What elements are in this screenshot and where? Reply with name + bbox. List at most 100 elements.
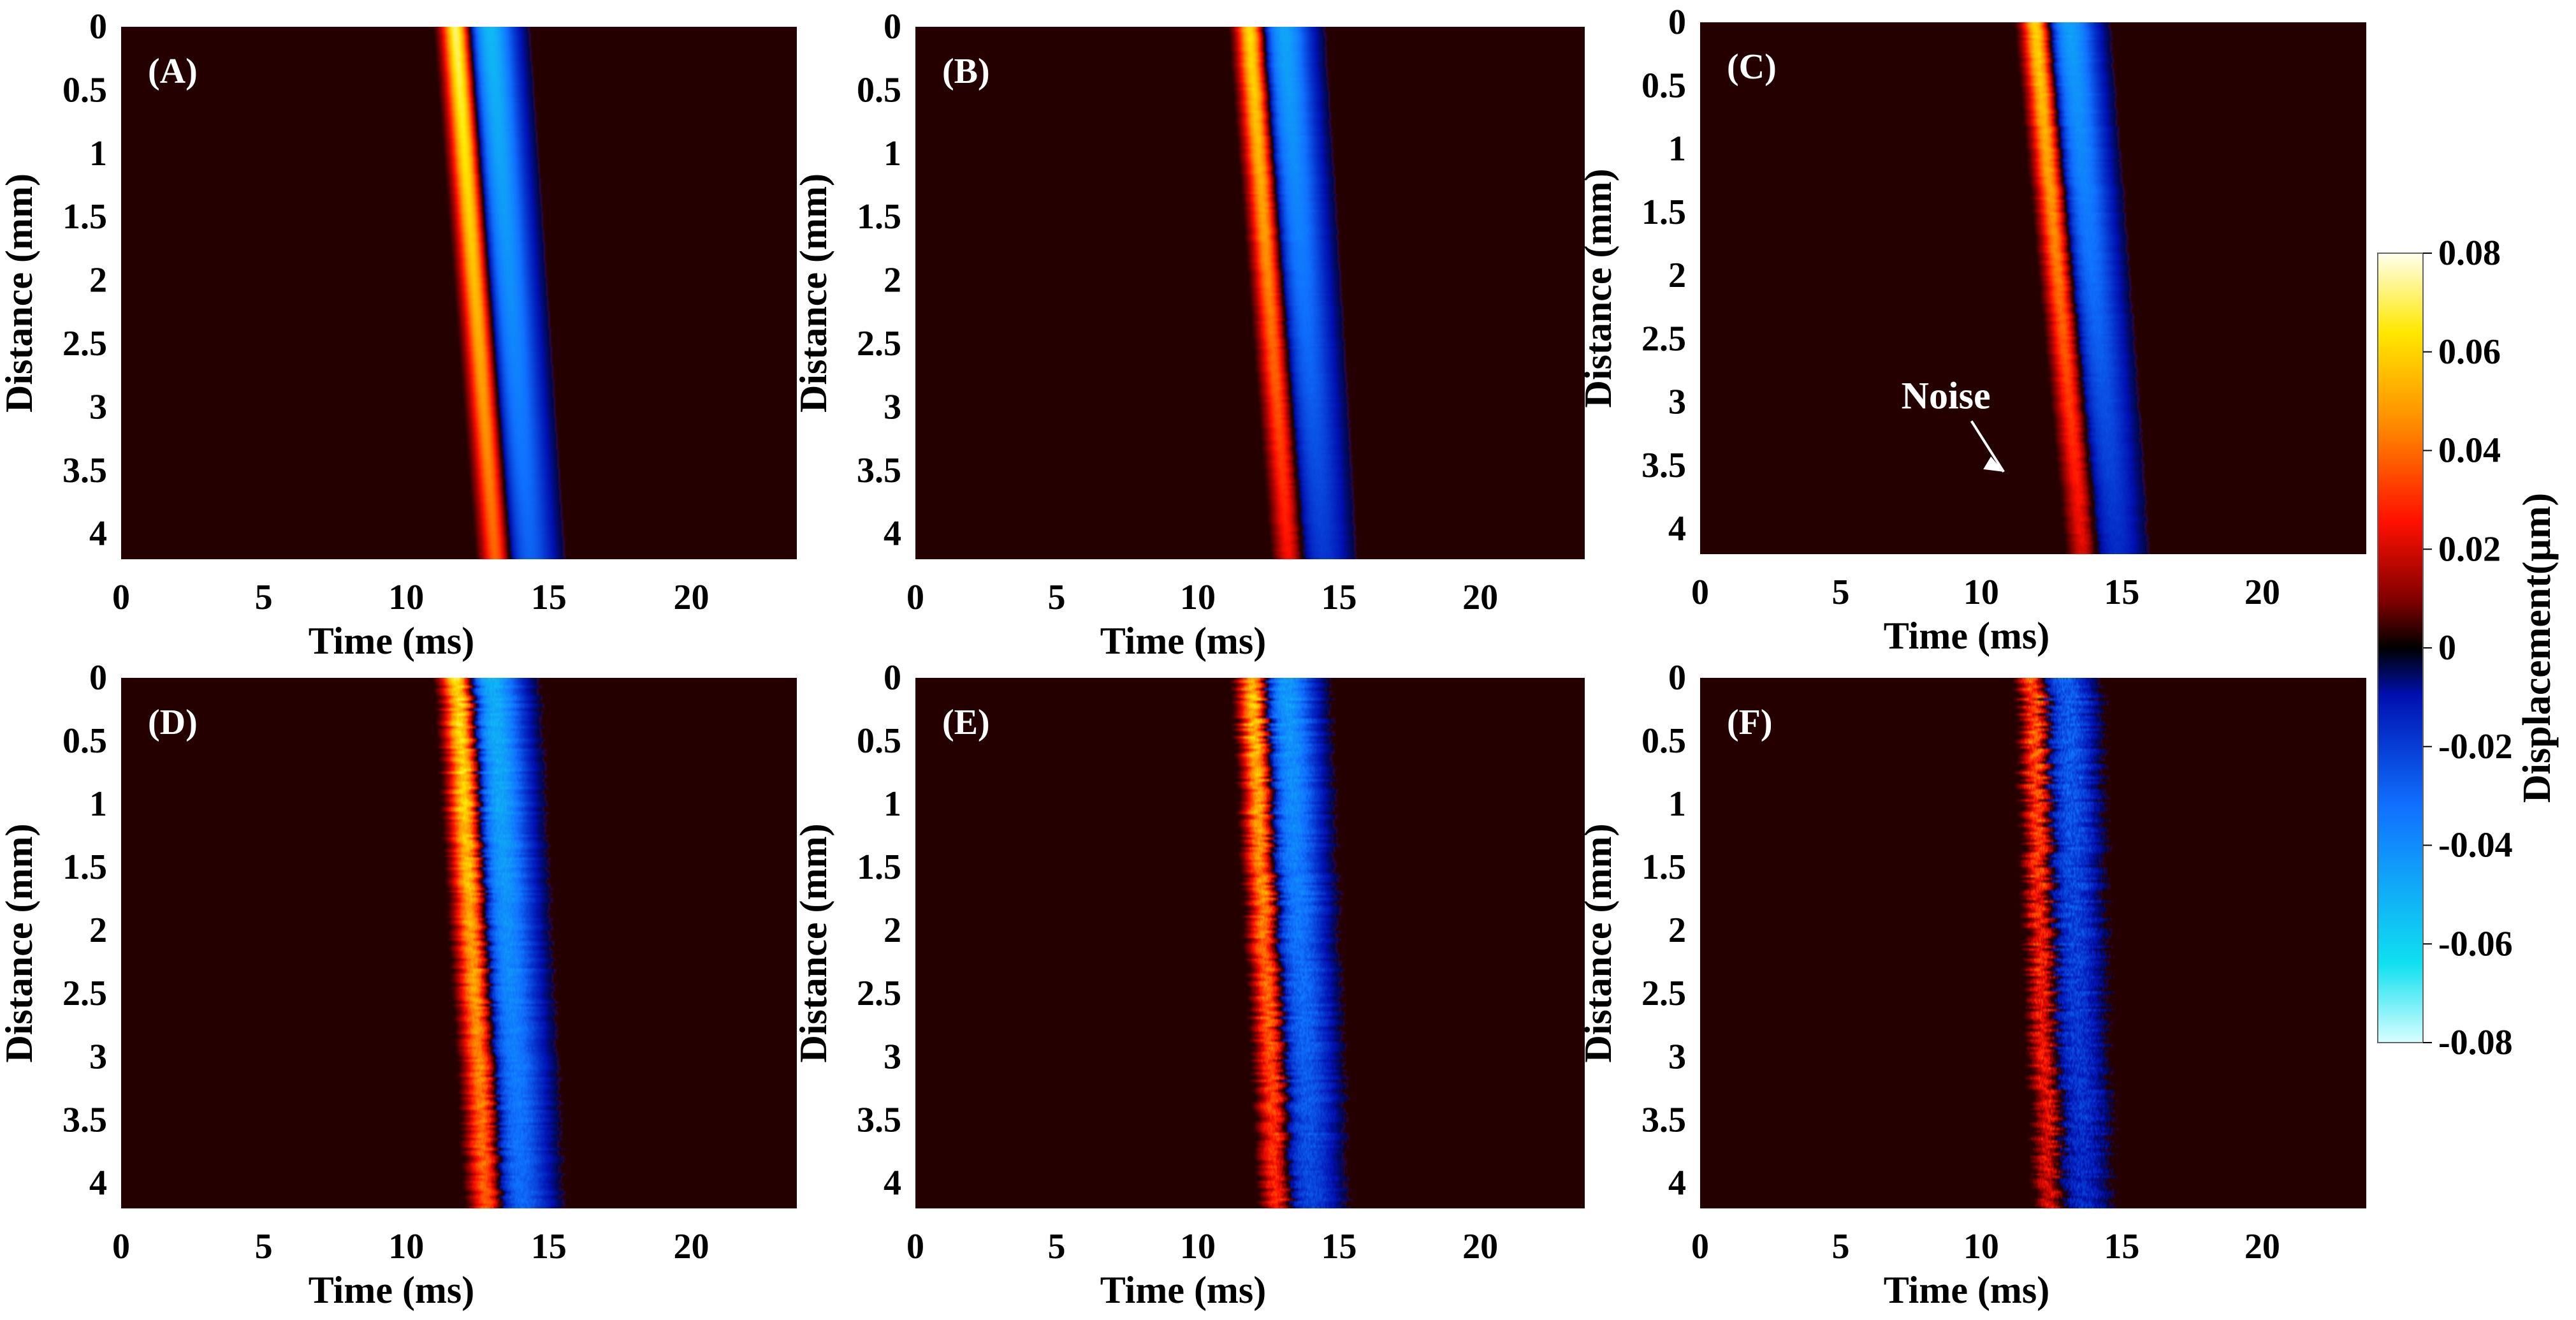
- y-axis-label: Distance (mm): [1577, 169, 1619, 408]
- x-tick-label: 10: [1180, 1227, 1216, 1266]
- x-tick-label: 15: [2104, 573, 2139, 612]
- y-tick-label: 2: [884, 911, 901, 950]
- panel-label-E: (E): [942, 703, 990, 742]
- y-tick-label: 4: [884, 514, 901, 554]
- y-tick-label: 1: [89, 134, 107, 173]
- panel-B: (B) 0 5 10 15 20 Time (ms) 0 0.5 1 1.5 2 2.5 3 3.5 4 Dis…: [792, 7, 1585, 662]
- y-tick-label: 1.5: [857, 847, 901, 887]
- x-axis-label: Time (ms): [1884, 615, 2050, 657]
- x-tick-label: 0: [1691, 573, 1709, 612]
- x-tick-label: 15: [531, 1227, 567, 1266]
- y-tick-label: 4: [884, 1163, 901, 1203]
- y-axis-label: Distance (mm): [792, 824, 834, 1063]
- heatmap-A: [121, 27, 797, 559]
- colorbar-tick-label: -0.08: [2438, 1023, 2513, 1062]
- y-tick-label: 2.5: [1641, 319, 1686, 358]
- x-tick-label: 15: [2104, 1227, 2139, 1266]
- y-tick-label: 2.5: [857, 324, 901, 363]
- y-tick-label: 4: [89, 1163, 107, 1203]
- panel-F: (F) 0 5 10 15 20 Time (ms) 0 0.5 1 1.5 2 2.5 3 3.5 4 Dis…: [1577, 658, 2366, 1311]
- colorbar-tick-label: 0: [2438, 628, 2456, 668]
- panel-label-F: (F): [1727, 703, 1773, 742]
- x-tick-label: 20: [2245, 573, 2280, 612]
- x-tick-label: 15: [531, 578, 567, 617]
- y-tick-label: 3.5: [62, 1100, 107, 1140]
- colorbar-tick-label: -0.04: [2438, 826, 2513, 865]
- panel-label-D: (D): [148, 703, 198, 742]
- panel-A: (A) 0 5 10 15 20 Time (ms) 0 0.5 1 1.5 2 2.5 3 3.5 4 Dis…: [0, 7, 797, 662]
- y-tick-label: 1: [89, 784, 107, 824]
- heatmap-C: [1700, 22, 2366, 554]
- x-tick-label: 20: [674, 1227, 709, 1266]
- y-tick-label: 2.5: [857, 974, 901, 1013]
- y-tick-label: 3: [1668, 1037, 1686, 1076]
- y-tick-label: 3: [1668, 383, 1686, 422]
- y-tick-label: 3: [89, 1037, 107, 1076]
- y-tick-label: 4: [1668, 1163, 1686, 1203]
- colorbar: 0.08 0.06 0.04 0.02 0 -0.02 -0.04 -0.06 -0.08 Di…: [2377, 233, 2559, 1062]
- panel-C: (C) 0 5 10 15 20 Time (ms) 0 0.5 1 1.5 2 2.5 3 3.5 4 Dis…: [1577, 3, 2366, 657]
- x-tick-label: 5: [1048, 578, 1066, 617]
- heatmap-E: [915, 678, 1585, 1208]
- y-tick-label: 3.5: [857, 451, 901, 490]
- x-tick-label: 0: [1691, 1227, 1709, 1266]
- y-tick-label: 0.5: [62, 721, 107, 761]
- x-axis-label: Time (ms): [309, 1269, 475, 1311]
- x-tick-label: 5: [1048, 1227, 1066, 1266]
- x-tick-label: 5: [1831, 573, 1849, 612]
- x-tick-label: 10: [1963, 1227, 1999, 1266]
- panel-E: (E) 0 5 10 15 20 Time (ms) 0 0.5 1 1.5 2 2.5 3 3.5 4 Dis…: [792, 658, 1585, 1311]
- colorbar-gradient: [2377, 253, 2424, 1043]
- y-tick-label: 1.5: [62, 197, 107, 237]
- y-tick-label: 1.5: [1641, 193, 1686, 232]
- y-tick-label: 3: [884, 387, 901, 427]
- y-tick-label: 3: [884, 1037, 901, 1076]
- y-tick-label: 1.5: [1641, 847, 1686, 887]
- x-tick-label: 10: [1180, 578, 1216, 617]
- x-tick-label: 20: [1462, 578, 1498, 617]
- y-tick-label: 2.5: [1641, 974, 1686, 1013]
- x-axis-label: Time (ms): [1884, 1269, 2050, 1311]
- x-tick-label: 15: [1321, 578, 1357, 617]
- y-tick-label: 1: [1668, 784, 1686, 824]
- x-axis-label: Time (ms): [309, 620, 475, 662]
- x-tick-label: 20: [1462, 1227, 1498, 1266]
- y-tick-label: 1.5: [62, 847, 107, 887]
- y-axis-label: Distance (mm): [0, 173, 40, 413]
- y-tick-label: 1.5: [857, 197, 901, 237]
- x-axis-label: Time (ms): [1100, 620, 1267, 662]
- x-axis-label: Time (ms): [1100, 1269, 1267, 1311]
- y-tick-label: 1: [884, 134, 901, 173]
- colorbar-tick-label: 0.06: [2438, 332, 2501, 372]
- y-tick-label: 2: [1668, 256, 1686, 295]
- noise-arrow: [1970, 420, 2005, 473]
- panel-label-B: (B): [942, 52, 990, 91]
- colorbar-tick-label: 0.08: [2438, 233, 2501, 273]
- panel-label-C: (C): [1727, 47, 1777, 87]
- y-tick-label: 1: [884, 784, 901, 824]
- x-tick-label: 0: [906, 1227, 924, 1266]
- y-tick-label: 0: [1668, 3, 1686, 42]
- y-tick-label: 0: [1668, 658, 1686, 698]
- y-tick-label: 0: [884, 7, 901, 47]
- y-tick-label: 3.5: [1641, 446, 1686, 485]
- y-tick-label: 3.5: [62, 451, 107, 490]
- y-tick-label: 2.5: [62, 324, 107, 363]
- x-tick-label: 20: [2245, 1227, 2280, 1266]
- x-tick-label: 0: [112, 578, 130, 617]
- y-tick-label: 0.5: [1641, 721, 1686, 761]
- x-tick-label: 5: [1831, 1227, 1849, 1266]
- colorbar-label: Displacement(μm): [2515, 493, 2559, 803]
- y-tick-label: 0.5: [857, 70, 901, 110]
- y-tick-label: 3.5: [1641, 1100, 1686, 1140]
- y-tick-label: 2: [89, 911, 107, 950]
- x-tick-label: 5: [255, 578, 273, 617]
- y-tick-label: 2: [884, 261, 901, 300]
- y-tick-label: 4: [89, 514, 107, 554]
- panel-label-A: (A): [148, 52, 198, 91]
- y-axis-label: Distance (mm): [0, 824, 40, 1063]
- y-tick-label: 2: [1668, 911, 1686, 950]
- y-tick-label: 1: [1668, 129, 1686, 169]
